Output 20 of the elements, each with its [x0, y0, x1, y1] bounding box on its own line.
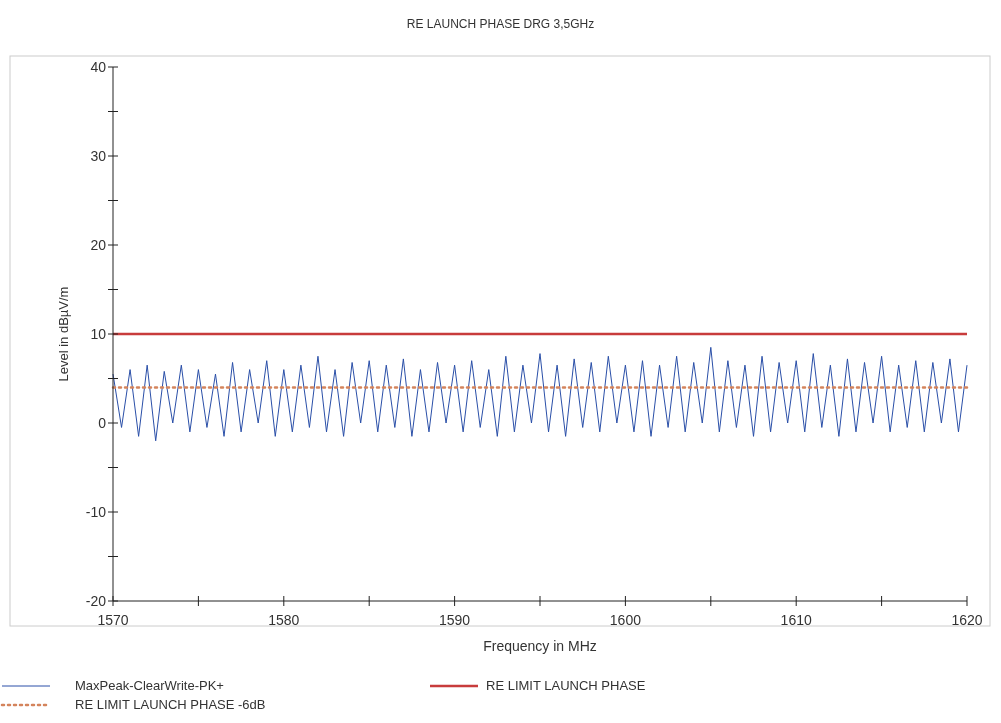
- legend-label: RE LIMIT LAUNCH PHASE -6dB: [75, 697, 266, 712]
- legend-label: MaxPeak-ClearWrite-PK+: [75, 678, 224, 693]
- x-tick-label: 1570: [97, 612, 129, 628]
- legend-label: RE LIMIT LAUNCH PHASE: [486, 678, 646, 693]
- chart-title: RE LAUNCH PHASE DRG 3,5GHz: [406, 17, 595, 31]
- y-tick-label: -20: [85, 593, 107, 609]
- x-axis-title: Frequency in MHz: [483, 638, 597, 654]
- y-tick-label: 40: [90, 59, 107, 75]
- x-tick-label: 1590: [439, 612, 471, 628]
- y-tick-label: 10: [90, 326, 107, 342]
- x-tick-label: 1610: [780, 612, 812, 628]
- x-tick-label: 1620: [951, 612, 983, 628]
- x-tick-label: 1580: [268, 612, 300, 628]
- y-tick-label: -10: [85, 504, 107, 520]
- y-tick-label: 20: [90, 237, 107, 253]
- y-axis-title: Level in dBµV/m: [56, 286, 71, 382]
- line-series: [112, 346, 968, 442]
- x-tick-label: 1600: [609, 612, 642, 628]
- y-tick-label: 0: [98, 415, 107, 431]
- y-tick-label: 30: [90, 148, 107, 164]
